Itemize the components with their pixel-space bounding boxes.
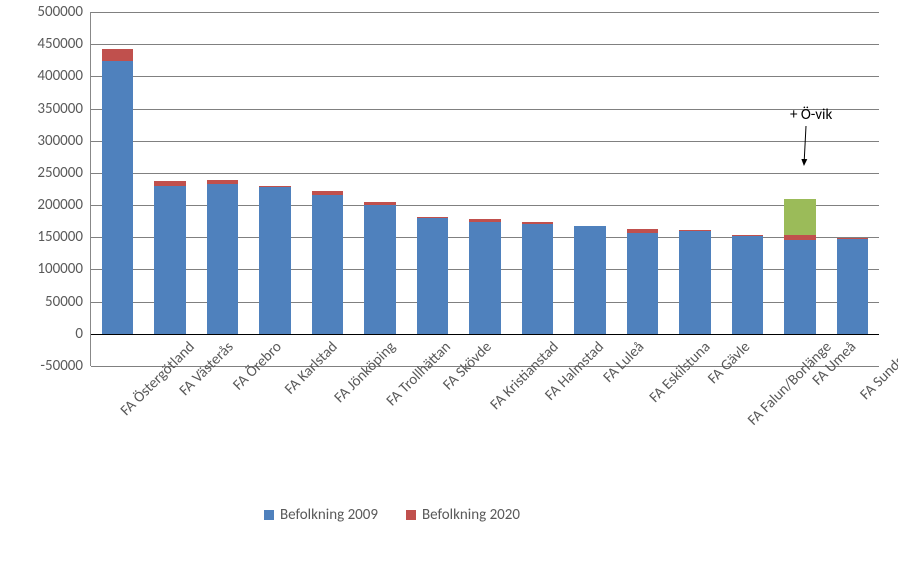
population-bar-chart: -500000500001000001500002000002500003000… [0,0,898,578]
legend-label: Befolkning 2020 [422,506,520,524]
legend-label: Befolkning 2009 [280,506,378,524]
legend-swatch [406,510,416,520]
annotation-arrow [0,0,898,578]
legend: Befolkning 2009 Befolkning 2020 [264,506,520,524]
legend-item: Befolkning 2020 [406,506,520,524]
legend-swatch [264,510,274,520]
legend-item: Befolkning 2009 [264,506,378,524]
